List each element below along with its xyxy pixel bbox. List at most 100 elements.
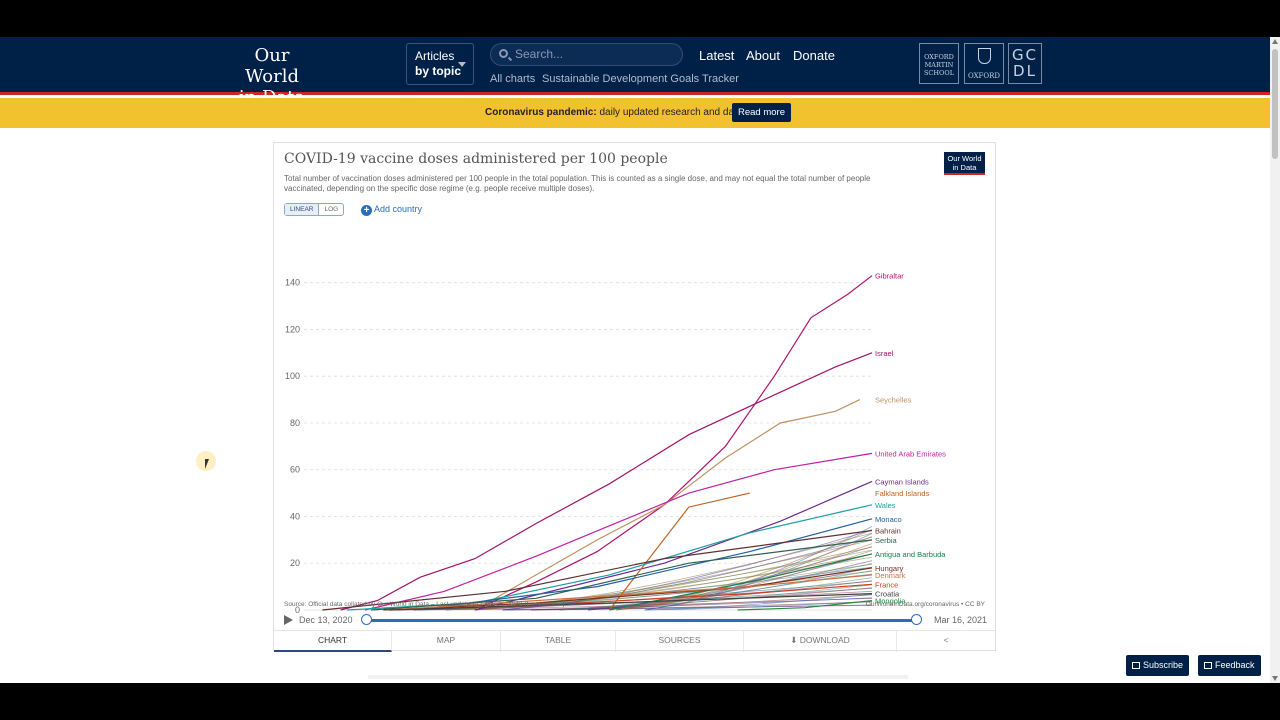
tab-chart[interactable]: CHART	[274, 631, 392, 652]
search-input[interactable]: Search...	[490, 43, 683, 66]
series-label: Monaco	[875, 515, 902, 524]
tab-download[interactable]: ⬇ DOWNLOAD	[744, 631, 897, 652]
timeline-track[interactable]	[366, 619, 916, 622]
chart-license[interactable]: OurWorldInData.org/coronavirus • CC BY	[865, 601, 985, 608]
oxford-university-logo[interactable]: OXFORD	[964, 43, 1004, 84]
gcdl-logo[interactable]: GC DL	[1008, 43, 1042, 84]
nav-latest[interactable]: Latest	[699, 48, 735, 63]
chevron-down-icon	[458, 62, 466, 67]
play-icon[interactable]	[284, 615, 293, 625]
background-country-line	[644, 600, 873, 611]
series-label: Bahrain	[875, 527, 901, 536]
series-label: Croatia	[875, 590, 900, 599]
series-line	[609, 553, 873, 611]
oxford-martin-logo[interactable]: OXFORD MARTIN SCHOOL	[919, 43, 959, 84]
read-more-button[interactable]: Read more	[732, 103, 791, 122]
y-tick-label: 20	[290, 558, 300, 568]
series-label: Mongolia	[875, 597, 906, 606]
banner-rest: daily updated research and data.	[596, 107, 746, 118]
chart-plot: 020406080100120140Dec 13, 2020Dec 26, 20…	[285, 272, 946, 613]
series-label: Denmark	[875, 571, 906, 580]
series-label: Seychelles	[875, 396, 912, 405]
series-line	[474, 399, 861, 611]
cursor-arrow-icon	[205, 459, 209, 469]
background-country-line	[474, 532, 873, 611]
share-icon: <	[943, 635, 949, 645]
nav-donate[interactable]: Donate	[793, 48, 835, 63]
chart-card: 020406080100120140Dec 13, 2020Dec 26, 20…	[273, 142, 996, 652]
scale-log-button[interactable]: LOG	[324, 206, 339, 213]
coronavirus-banner: Coronavirus pandemic: daily updated rese…	[0, 98, 1270, 128]
series-line	[383, 567, 873, 611]
search-placeholder: Search...	[515, 47, 564, 61]
tab-table[interactable]: TABLE	[501, 631, 616, 652]
background-country-line	[616, 543, 873, 611]
search-icon	[499, 49, 508, 58]
series-label: Gibraltar	[875, 272, 904, 281]
tab-sources[interactable]: SOURCES	[616, 631, 744, 652]
site-header: Our World in Data Articles by topic Sear…	[0, 37, 1270, 108]
series-line	[340, 352, 873, 611]
series-label: Israel	[875, 349, 894, 358]
gcdl-text: GC DL	[1011, 46, 1039, 80]
add-country-label: Add country	[374, 204, 423, 214]
scale-linear-button[interactable]: LINEAR	[285, 204, 320, 215]
series-line	[389, 574, 873, 611]
mouse-cursor	[196, 451, 216, 471]
tab-map[interactable]: MAP	[392, 631, 501, 652]
feedback-button[interactable]: Feedback	[1198, 655, 1261, 676]
series-line	[737, 600, 873, 611]
background-country-line	[616, 529, 873, 611]
series-line	[474, 480, 873, 611]
chart-title: COVID-19 vaccine doses administered per …	[284, 151, 668, 167]
articles-by-topic-button[interactable]: Articles by topic	[406, 43, 474, 85]
y-tick-label: 0	[295, 605, 300, 613]
timeline-start-date: Dec 13, 2020	[299, 615, 353, 625]
comment-icon	[1204, 662, 1212, 669]
background-country-line	[474, 539, 873, 611]
series-label: Serbia	[875, 536, 898, 545]
y-tick-label: 100	[285, 371, 300, 381]
browser-viewport: Our World in Data Articles by topic Sear…	[0, 37, 1270, 683]
subscribe-label: Subscribe	[1143, 660, 1184, 670]
nav-about[interactable]: About	[746, 48, 780, 63]
series-label: Wales	[875, 501, 896, 510]
series-line	[389, 593, 873, 611]
oxford-text: OXFORD	[967, 72, 1001, 80]
scale-toggle[interactable]: LINEAR LOG	[284, 203, 345, 216]
chart-subtitle: Total number of vaccination doses admini…	[284, 174, 871, 193]
series-label: Hungary	[875, 564, 904, 573]
add-country-button[interactable]: + Add country	[361, 202, 422, 216]
share-button[interactable]: <	[897, 631, 995, 652]
timeline-end-date: Mar 16, 2021	[933, 615, 987, 625]
timeline-end-handle[interactable]	[911, 614, 922, 625]
series-label: Falkland Islands	[875, 489, 929, 498]
series-label: France	[875, 580, 898, 589]
series-label: Antigua and Barbuda	[875, 550, 946, 559]
y-tick-label: 40	[290, 511, 300, 521]
banner-bold: Coronavirus pandemic:	[485, 107, 597, 118]
page-scrollbar[interactable]	[1270, 37, 1280, 683]
y-tick-label: 80	[290, 418, 300, 428]
timeline-start-handle[interactable]	[361, 614, 372, 625]
background-country-line	[644, 593, 873, 611]
oxford-crest-icon	[978, 48, 991, 64]
scroll-down-icon[interactable]	[1272, 676, 1278, 681]
banner-text: Coronavirus pandemic: daily updated rese…	[485, 107, 745, 118]
articles-label: Articles	[415, 49, 455, 63]
y-tick-label: 60	[290, 465, 300, 475]
subscribe-button[interactable]: Subscribe	[1126, 655, 1190, 676]
nav-sdg-tracker[interactable]: Sustainable Development Goals Tracker	[542, 73, 739, 85]
logo-line-1: Our World	[245, 45, 299, 87]
background-country-line	[445, 549, 873, 611]
envelope-icon	[1132, 662, 1140, 669]
download-icon: ⬇	[790, 635, 800, 645]
owid-badge[interactable]: Our World in Data	[944, 152, 985, 175]
series-line	[364, 452, 873, 611]
series-line	[413, 518, 873, 611]
nav-all-charts[interactable]: All charts	[490, 73, 536, 85]
feedback-label: Feedback	[1215, 660, 1255, 670]
by-topic-label: by topic	[415, 64, 462, 78]
scroll-up-icon[interactable]	[1272, 39, 1278, 44]
scrollbar-thumb[interactable]	[1272, 49, 1278, 159]
